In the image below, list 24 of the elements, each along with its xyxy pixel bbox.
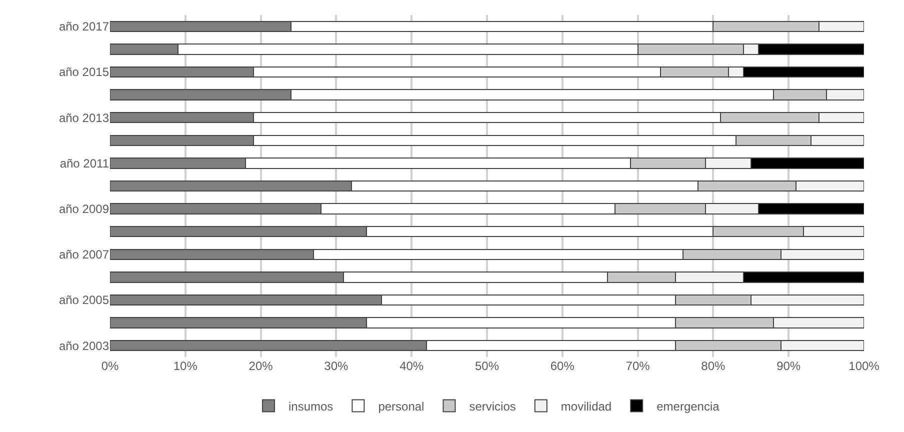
x-tick-label: 40% (400, 359, 424, 373)
x-tick-label: 0% (101, 359, 119, 373)
legend-label: emergencia (656, 399, 720, 414)
y-tick-label: año 2013 (58, 110, 110, 125)
legend-label: movilidad (560, 399, 612, 414)
x-tick-label: 90% (776, 359, 801, 373)
y-tick-label: año 2003 (58, 338, 110, 353)
y-tick-label: año 2015 (58, 65, 110, 80)
legend-label: insumos (288, 399, 334, 414)
y-tick-label: año 2007 (58, 248, 110, 262)
x-tick-label: 60% (550, 359, 575, 373)
legend-label: servicios (469, 399, 516, 414)
y-tick-label: año 2005 (58, 293, 110, 308)
legend-label: personal (378, 399, 424, 414)
x-tick-label: 30% (324, 359, 349, 373)
y-tick-label: año 2011 (60, 156, 110, 170)
x-tick-label: 10% (173, 359, 198, 373)
x-tick-label: 50% (474, 359, 500, 373)
x-tick-label: 80% (701, 359, 726, 373)
x-tick-label: 100% (848, 359, 880, 373)
x-tick-label: 20% (248, 359, 274, 373)
y-tick-label: año 2009 (58, 202, 110, 216)
x-tick-label: 70% (626, 359, 650, 373)
y-tick-label: año 2017 (58, 20, 110, 34)
